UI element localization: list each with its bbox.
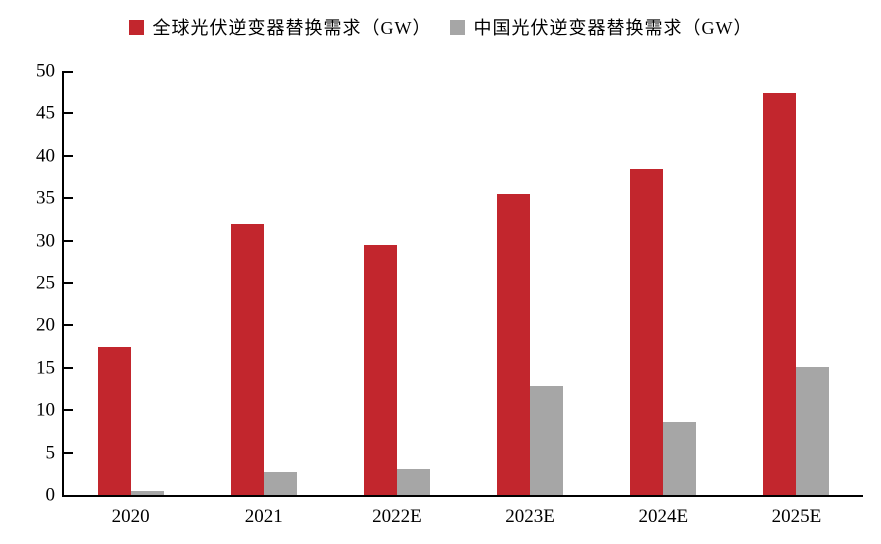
y-axis-tick-label: 25 [36,272,55,294]
y-axis-tick-label: 0 [45,484,56,506]
x-axis-tick-label: 2023E [505,506,555,527]
bar-global [497,193,531,495]
y-axis-tick-mark [64,71,73,73]
y-axis-tick-label: 40 [36,145,55,167]
y-axis-tick-mark [64,324,73,327]
y-axis-tick-label: 20 [36,314,55,336]
x-axis-tick-label: 2024E [638,506,689,527]
plot-area: 0 5 10 15 20 25 30 35 40 45 50 2020 2021 2022E 2023E 20… [36,62,863,526]
bar-global [230,223,264,495]
y-axis-tick-label: 50 [36,60,55,82]
bar-global [763,93,797,495]
x-axis-tick-label: 2021 [244,506,283,527]
x-axis-tick-label: 2020 [111,506,150,527]
x-axis-tick-label: 2025E [771,506,822,527]
bar-global [630,169,664,495]
y-axis-tick-label: 45 [36,102,55,124]
bar-china [796,366,830,495]
bar-global [363,244,397,495]
y-axis-tick-mark [64,112,73,115]
legend-label-global: 全球光伏逆变器替换需求（GW） [152,18,432,38]
legend-item-global: 全球光伏逆变器替换需求（GW） [128,14,432,40]
y-axis-tick-mark [64,451,73,454]
legend-swatch-global-icon [128,19,144,35]
y-axis-tick-label: 35 [36,187,55,209]
bar-china [663,422,697,495]
y-axis-tick-label: 30 [36,230,55,252]
bar-china [263,472,297,495]
bar-china [396,468,430,495]
bar-china [130,490,164,495]
y-axis-tick-mark [64,239,73,242]
y-axis-tick-mark [64,154,73,157]
legend-item-china: 中国光伏逆变器替换需求（GW） [449,14,753,40]
legend-label-china: 中国光伏逆变器替换需求（GW） [473,18,753,38]
y-axis-tick-mark [64,366,73,369]
bar-global [97,346,131,495]
y-axis-tick-label: 15 [36,357,55,379]
y-axis-tick-mark [64,282,73,284]
y-axis-tick-label: 5 [45,442,56,464]
y-axis-tick-label: 10 [36,399,55,421]
bar-china [530,385,564,495]
y-axis-tick-mark [64,197,73,200]
legend: 全球光伏逆变器替换需求（GW） 中国光伏逆变器替换需求（GW） [0,14,881,40]
x-axis-tick-label: 2022E [372,506,422,527]
y-axis-tick-mark [64,409,73,412]
legend-swatch-china-icon [449,19,465,35]
